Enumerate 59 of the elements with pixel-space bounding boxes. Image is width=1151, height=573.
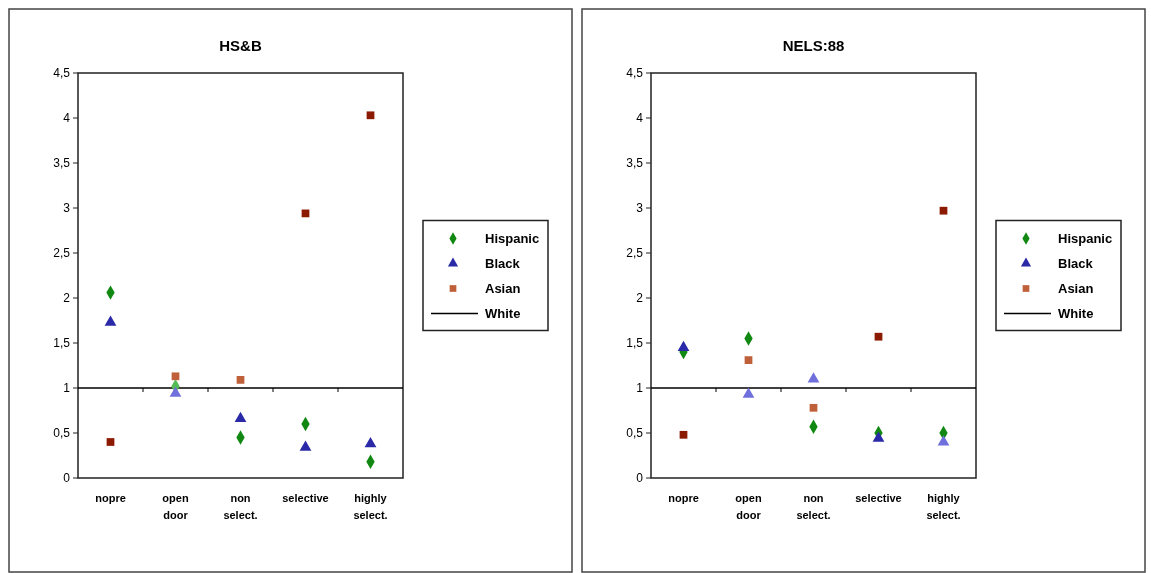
legend-label: Black xyxy=(485,256,521,272)
legend-label: Asian xyxy=(485,281,521,297)
x-tick-label: nopre xyxy=(95,492,126,504)
legend-label: Asian xyxy=(1058,281,1094,297)
y-tick-label: 0 xyxy=(636,471,644,486)
y-tick-label: 3 xyxy=(63,201,71,216)
x-tick-label: open door xyxy=(735,492,762,521)
chart-title: NELS:88 xyxy=(782,37,845,54)
point xyxy=(106,438,115,446)
legend-label: Hispanic xyxy=(485,231,540,247)
legend-label: Black xyxy=(1058,256,1094,272)
point xyxy=(364,437,377,448)
point xyxy=(874,332,883,341)
point xyxy=(742,387,755,398)
point xyxy=(744,356,753,364)
x-tick-label: nopre xyxy=(668,492,699,504)
point xyxy=(104,315,117,326)
point xyxy=(299,440,312,451)
y-tick-label: 1 xyxy=(636,381,644,396)
y-tick-label: 4,5 xyxy=(626,66,644,81)
y-tick-label: 0,5 xyxy=(53,426,71,441)
y-tick-label: 2,5 xyxy=(53,246,71,261)
x-tick-label: highly select. xyxy=(926,492,961,521)
x-tick-label: open door xyxy=(162,492,189,521)
point xyxy=(937,435,950,446)
y-tick-label: 1,5 xyxy=(53,336,71,351)
y-tick-label: 4,5 xyxy=(53,66,71,81)
x-tick-label: selective xyxy=(855,492,902,504)
point xyxy=(236,376,245,384)
point xyxy=(366,111,375,120)
point xyxy=(939,206,948,215)
y-tick-label: 3,5 xyxy=(53,156,71,171)
y-tick-label: 1,5 xyxy=(626,336,644,351)
point xyxy=(809,403,818,412)
legend-label: Hispanic xyxy=(1058,231,1113,247)
legend-label: White xyxy=(485,306,521,322)
point xyxy=(677,340,690,351)
x-tick-label: highly select. xyxy=(353,492,388,521)
y-tick-label: 3,5 xyxy=(626,156,644,171)
point xyxy=(807,372,820,383)
point xyxy=(679,430,688,439)
y-tick-label: 2 xyxy=(63,291,71,306)
point xyxy=(234,411,247,422)
y-tick-label: 2 xyxy=(636,291,644,306)
x-tick-label: selective xyxy=(282,492,329,504)
y-tick-label: 0 xyxy=(63,471,71,486)
point xyxy=(171,372,180,381)
x-tick-label: non select. xyxy=(223,492,258,521)
y-tick-label: 4 xyxy=(63,111,71,126)
y-tick-label: 3 xyxy=(636,201,644,216)
y-tick-label: 2,5 xyxy=(626,246,644,261)
y-tick-label: 0,5 xyxy=(626,426,644,441)
chart-title: HS&B xyxy=(219,37,262,54)
point xyxy=(169,386,182,397)
x-tick-label: non select. xyxy=(796,492,831,521)
y-tick-label: 1 xyxy=(63,381,71,396)
legend-label: White xyxy=(1058,306,1094,322)
y-tick-label: 4 xyxy=(636,111,644,126)
point xyxy=(872,431,885,442)
